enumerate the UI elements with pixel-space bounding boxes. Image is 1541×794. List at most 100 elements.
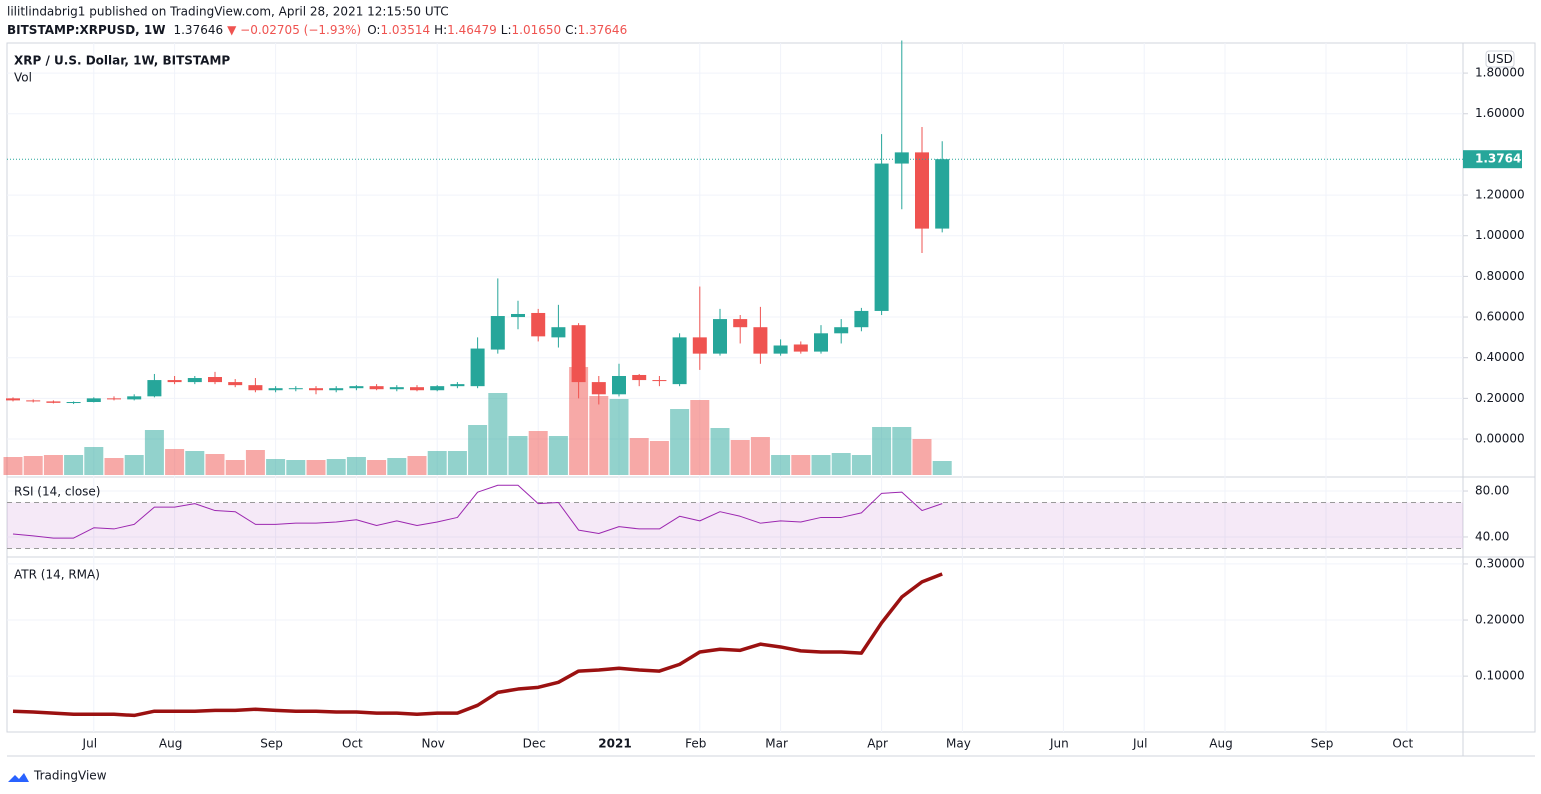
volume-bar	[569, 367, 589, 475]
x-tick-label: Jun	[1049, 737, 1069, 751]
candle-body	[309, 388, 323, 391]
volume-bar	[3, 457, 23, 475]
candle-body	[915, 152, 929, 229]
candle-body	[288, 388, 303, 390]
candle-body	[208, 377, 222, 383]
rsi-title: RSI (14, close)	[14, 485, 100, 499]
candle-body	[773, 345, 788, 354]
y-tick-label: 40.00	[1475, 529, 1509, 543]
logo-icon	[8, 773, 29, 782]
candle-body	[713, 319, 727, 354]
brand: TradingView	[33, 769, 107, 783]
volume-bar	[892, 427, 912, 475]
volume-title: Vol	[14, 71, 32, 85]
volume-bar	[771, 455, 791, 475]
candle-body	[248, 385, 263, 391]
candle-body	[854, 310, 869, 328]
ohlc: O:1.03514 H:1.46479 L:1.01650 C:1.37646	[367, 23, 627, 37]
candle-body	[814, 333, 828, 352]
y-tick-label: 0.30000	[1475, 556, 1525, 570]
volume-bar	[912, 439, 932, 475]
ohlc-label: C:	[565, 23, 577, 37]
volume-bar	[346, 457, 366, 475]
volume-bar	[488, 393, 508, 475]
x-tick-label: Dec	[523, 737, 546, 751]
volume-bar	[225, 460, 245, 475]
atr-title: ATR (14, RMA)	[14, 568, 100, 582]
volume-bar	[286, 460, 306, 475]
candle-body	[551, 327, 566, 338]
candle-body	[6, 398, 20, 401]
last-price-box	[1463, 150, 1522, 169]
publisher-line: lilitlindabrig1 published on TradingView…	[7, 5, 449, 19]
volume-bar	[791, 455, 811, 475]
x-tick-label: Sep	[260, 737, 283, 751]
candle-body	[167, 380, 182, 383]
y-tick-label: 0.60000	[1475, 310, 1525, 324]
price: 1.37646	[173, 23, 223, 37]
y-tick-label: 0.00000	[1475, 432, 1525, 446]
y-tick-label: 0.10000	[1475, 669, 1525, 683]
candle-body	[672, 337, 687, 385]
volume-bar	[447, 451, 467, 475]
volume-bar	[367, 460, 387, 475]
volume-bar	[306, 460, 326, 475]
candle-body	[874, 163, 889, 311]
candle-body	[369, 386, 384, 390]
candle-body	[430, 386, 445, 391]
y-tick-label: 0.80000	[1475, 269, 1525, 283]
volume-bar	[326, 459, 346, 475]
y-tick-label: 80.00	[1475, 484, 1509, 498]
volume-bar	[851, 455, 871, 475]
ohlc-label: H:	[434, 23, 447, 37]
x-tick-label: Jul	[1132, 737, 1147, 751]
volume-bar	[23, 456, 43, 475]
candle-body	[692, 337, 707, 354]
volume-bar	[104, 458, 124, 475]
volume-bar	[932, 461, 952, 475]
symbol-line: BITSTAMP:XRPUSD, 1W 1.37646 ▼ −0.02705 (−1…	[7, 23, 627, 37]
y-tick-label: 0.20000	[1475, 391, 1525, 405]
candle-body	[349, 386, 364, 389]
y-tick-label: 1.80000	[1475, 66, 1525, 80]
candle-body	[935, 159, 950, 229]
candle-body	[753, 327, 768, 354]
volume-bar	[670, 409, 690, 475]
y-tick-label: 0.40000	[1475, 350, 1525, 364]
volume-bar	[508, 436, 528, 475]
volume-bar	[811, 455, 831, 475]
volume-bar	[64, 455, 84, 475]
x-tick-label: Feb	[685, 737, 706, 751]
volume-bar	[710, 428, 730, 475]
marks	[3, 40, 1463, 718]
candle-body	[187, 378, 202, 383]
volume-bar	[649, 441, 669, 475]
volume-bar	[548, 436, 568, 475]
x-tick-label: May	[946, 737, 971, 751]
candle-body	[410, 387, 424, 391]
indicator-line	[12, 484, 943, 539]
volume-bar	[831, 453, 851, 475]
y-tick-label: 0.20000	[1475, 613, 1525, 627]
volume-bar	[266, 459, 286, 475]
candle-body	[733, 319, 748, 328]
volume-bar	[387, 458, 407, 475]
candle-body	[228, 382, 243, 386]
volume-bar	[528, 431, 548, 475]
candle-body	[268, 388, 283, 391]
volume-bar	[407, 456, 427, 475]
volume-bar	[427, 451, 447, 475]
candle-body	[66, 402, 81, 404]
volume-bar	[43, 455, 63, 475]
y-tick-label: 1.00000	[1475, 228, 1525, 242]
volume-bar	[205, 454, 225, 475]
candle-body	[329, 388, 344, 391]
candle-body	[612, 375, 626, 395]
candle-body	[632, 374, 647, 381]
candle-body	[531, 312, 546, 337]
currency-button[interactable]	[1485, 50, 1515, 68]
currency-label[interactable]: USD	[1487, 52, 1513, 66]
symbol: BITSTAMP:XRPUSD, 1W	[7, 23, 165, 37]
